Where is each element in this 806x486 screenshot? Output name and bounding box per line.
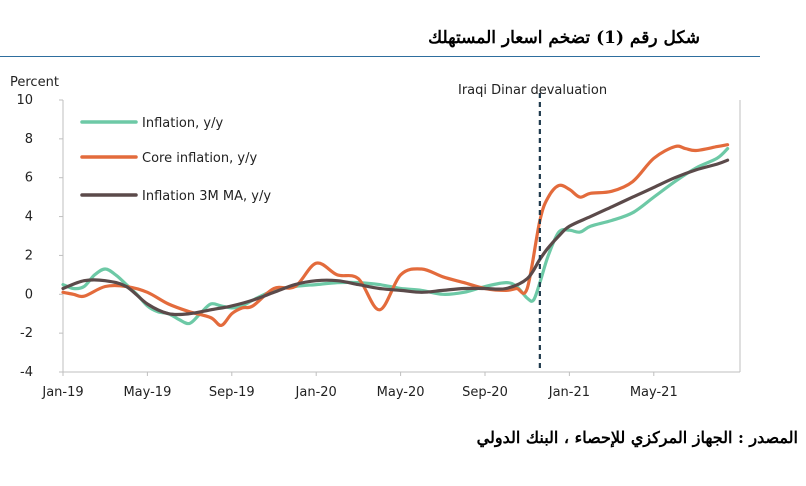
legend-label: Inflation, y/y <box>142 116 223 131</box>
core-inflation-line <box>61 143 730 327</box>
y-tick-label: 10 <box>16 93 33 108</box>
devaluation-annotation: Iraqi Dinar devaluation <box>458 83 607 98</box>
y-tick-label: 6 <box>25 171 33 186</box>
chart-axes: -4 -2 0 2 4 6 8 10 Percent Jan-19 May-19 Sep-19 Jan-… <box>10 75 741 400</box>
inflation-3m-ma-line <box>61 158 730 317</box>
x-tick-label: May-19 <box>123 385 171 400</box>
x-tick-label: Jan-20 <box>295 385 337 400</box>
y-tick-label: -2 <box>20 326 33 341</box>
legend-item-inflation-3m-ma: Inflation 3M MA, y/y <box>80 189 271 204</box>
chart-legend: Inflation, y/y Core inflation, y/y Inflati… <box>80 116 271 204</box>
chart-series: Iraqi Dinar devaluation <box>61 83 730 372</box>
inflation-line <box>61 147 730 326</box>
y-tick-label: 8 <box>25 132 33 147</box>
legend-label: Core inflation, y/y <box>142 151 257 166</box>
x-tick-label: Jan-21 <box>548 385 590 400</box>
legend-item-core-inflation: Core inflation, y/y <box>80 151 257 166</box>
legend-item-inflation: Inflation, y/y <box>80 116 223 131</box>
y-tick-label: 0 <box>25 287 33 302</box>
y-tick-label: 2 <box>25 248 33 263</box>
title-divider <box>0 56 760 57</box>
y-tick-label: 4 <box>25 210 33 225</box>
x-tick-label: May-20 <box>377 385 425 400</box>
source-note: المصدر : الجهاز المركزي للإحصاء ، البنك … <box>476 428 798 447</box>
y-tick-label: -4 <box>20 365 33 380</box>
x-tick-label: Sep-19 <box>209 385 255 400</box>
y-axis-label: Percent <box>10 75 59 90</box>
x-tick-label: May-21 <box>630 385 678 400</box>
x-tick-label: Jan-19 <box>41 385 83 400</box>
x-tick-label: Sep-20 <box>462 385 508 400</box>
legend-label: Inflation 3M MA, y/y <box>142 189 271 204</box>
figure-title: شكل رقم (1) تضخم اسعار المستهلك <box>428 28 700 48</box>
